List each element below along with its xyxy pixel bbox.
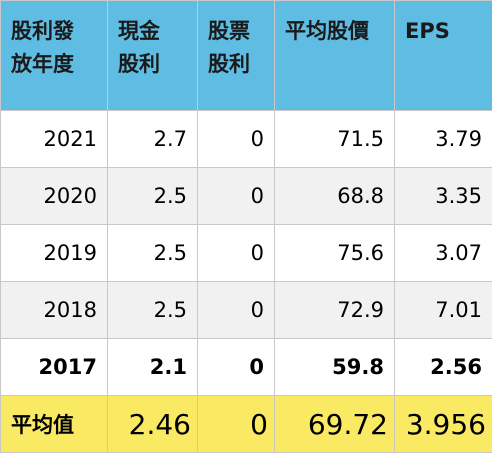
header-line: 股票 bbox=[208, 15, 266, 48]
cell-year: 2018 bbox=[1, 282, 108, 339]
cell-cash-dividend: 2.5 bbox=[108, 225, 198, 282]
cell-cash-dividend: 2.5 bbox=[108, 282, 198, 339]
table-row: 2018 2.5 0 72.9 7.01 bbox=[1, 282, 492, 339]
cell-average-price: 68.8 bbox=[275, 168, 395, 225]
cell-eps: 2.56 bbox=[395, 339, 492, 396]
average-row: 平均值 2.46 0 69.72 3.956 bbox=[1, 396, 492, 453]
header-cash-dividend: 現金 股利 bbox=[108, 1, 198, 111]
cell-average-price: 75.6 bbox=[275, 225, 395, 282]
cell-stock-dividend: 0 bbox=[198, 168, 275, 225]
average-label: 平均值 bbox=[1, 396, 108, 453]
header-row: 股利發 放年度 現金 股利 股票 股利 平均股價 EPS bbox=[1, 1, 492, 111]
cell-year: 2021 bbox=[1, 111, 108, 168]
header-line: 股利發 bbox=[11, 15, 99, 48]
table-header: 股利發 放年度 現金 股利 股票 股利 平均股價 EPS bbox=[1, 1, 492, 111]
header-line: 現金 bbox=[118, 15, 189, 48]
average-eps: 3.956 bbox=[395, 396, 492, 453]
average-average-price: 69.72 bbox=[275, 396, 395, 453]
cell-eps: 3.07 bbox=[395, 225, 492, 282]
header-line: 平均股價 bbox=[285, 15, 386, 48]
header-line: 股利 bbox=[208, 48, 266, 81]
table-row: 2019 2.5 0 75.6 3.07 bbox=[1, 225, 492, 282]
header-line: 股利 bbox=[118, 48, 189, 81]
cell-average-price: 59.8 bbox=[275, 339, 395, 396]
average-stock-dividend: 0 bbox=[198, 396, 275, 453]
cell-average-price: 71.5 bbox=[275, 111, 395, 168]
header-stock-dividend: 股票 股利 bbox=[198, 1, 275, 111]
cell-year: 2017 bbox=[1, 339, 108, 396]
cell-eps: 7.01 bbox=[395, 282, 492, 339]
cell-year: 2020 bbox=[1, 168, 108, 225]
table-body: 2021 2.7 0 71.5 3.79 2020 2.5 0 68.8 3.3… bbox=[1, 111, 492, 453]
cell-cash-dividend: 2.7 bbox=[108, 111, 198, 168]
header-eps: EPS bbox=[395, 1, 492, 111]
cell-stock-dividend: 0 bbox=[198, 111, 275, 168]
header-line: 放年度 bbox=[11, 48, 99, 81]
cell-eps: 3.35 bbox=[395, 168, 492, 225]
cell-stock-dividend: 0 bbox=[198, 339, 275, 396]
header-dividend-year: 股利發 放年度 bbox=[1, 1, 108, 111]
cell-stock-dividend: 0 bbox=[198, 225, 275, 282]
table-row: 2020 2.5 0 68.8 3.35 bbox=[1, 168, 492, 225]
cell-cash-dividend: 2.5 bbox=[108, 168, 198, 225]
cell-eps: 3.79 bbox=[395, 111, 492, 168]
header-average-price: 平均股價 bbox=[275, 1, 395, 111]
average-cash-dividend: 2.46 bbox=[108, 396, 198, 453]
cell-year: 2019 bbox=[1, 225, 108, 282]
header-line: EPS bbox=[405, 15, 484, 48]
cell-average-price: 72.9 bbox=[275, 282, 395, 339]
cell-cash-dividend: 2.1 bbox=[108, 339, 198, 396]
table-row: 2021 2.7 0 71.5 3.79 bbox=[1, 111, 492, 168]
cell-stock-dividend: 0 bbox=[198, 282, 275, 339]
table-row: 2017 2.1 0 59.8 2.56 bbox=[1, 339, 492, 396]
